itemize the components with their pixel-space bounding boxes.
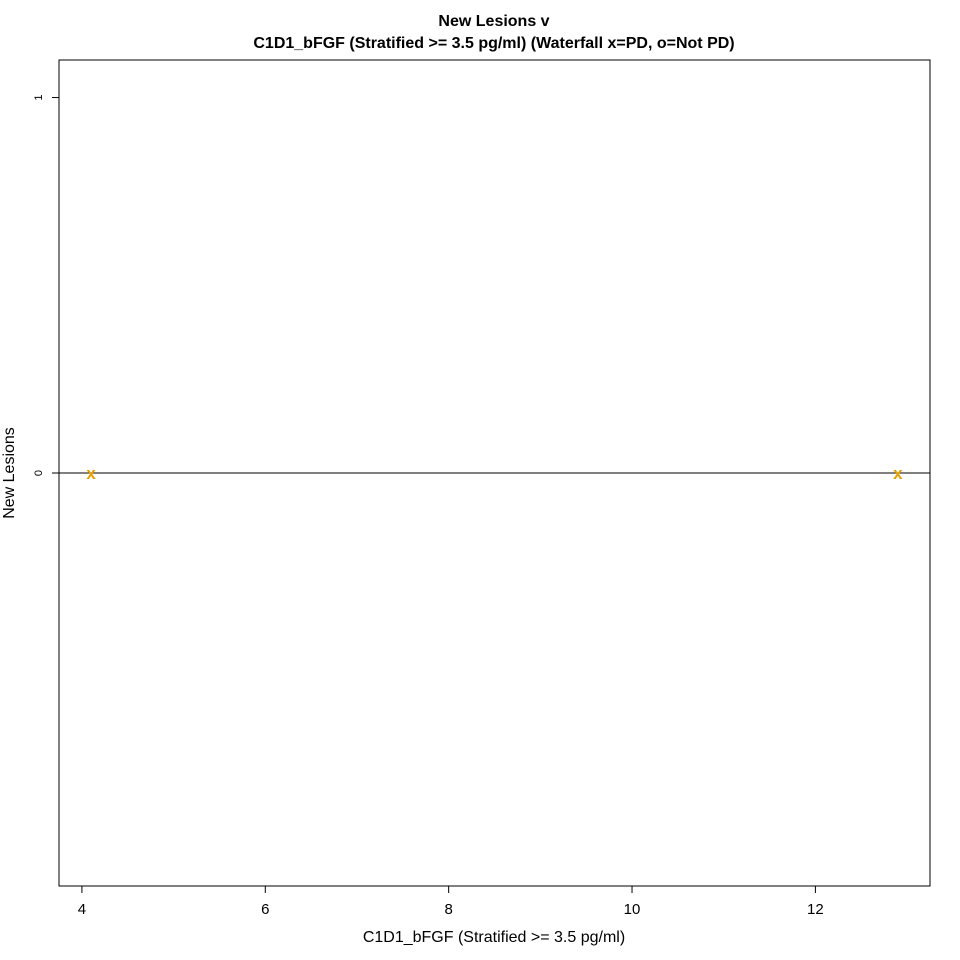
x-tick-label: 8	[444, 901, 452, 918]
y-tick-label: 1	[33, 94, 45, 100]
y-axis-label: New Lesions	[1, 427, 18, 519]
y-axis: 01	[33, 94, 59, 476]
chart-title: New Lesions v	[438, 13, 549, 30]
data-point-marker: x	[86, 464, 96, 483]
x-tick-label: 12	[807, 901, 824, 918]
x-axis-label: C1D1_bFGF (Stratified >= 3.5 pg/ml)	[363, 929, 625, 946]
x-axis: 4 6 8 10 12	[78, 886, 824, 918]
chart-subtitle: C1D1_bFGF (Stratified >= 3.5 pg/ml) (Wat…	[253, 35, 734, 52]
x-tick-label: 10	[624, 901, 641, 918]
y-tick-label: 0	[33, 470, 45, 476]
data-point-marker: x	[893, 464, 903, 483]
x-tick-label: 6	[261, 901, 269, 918]
x-tick-label: 4	[78, 901, 86, 918]
